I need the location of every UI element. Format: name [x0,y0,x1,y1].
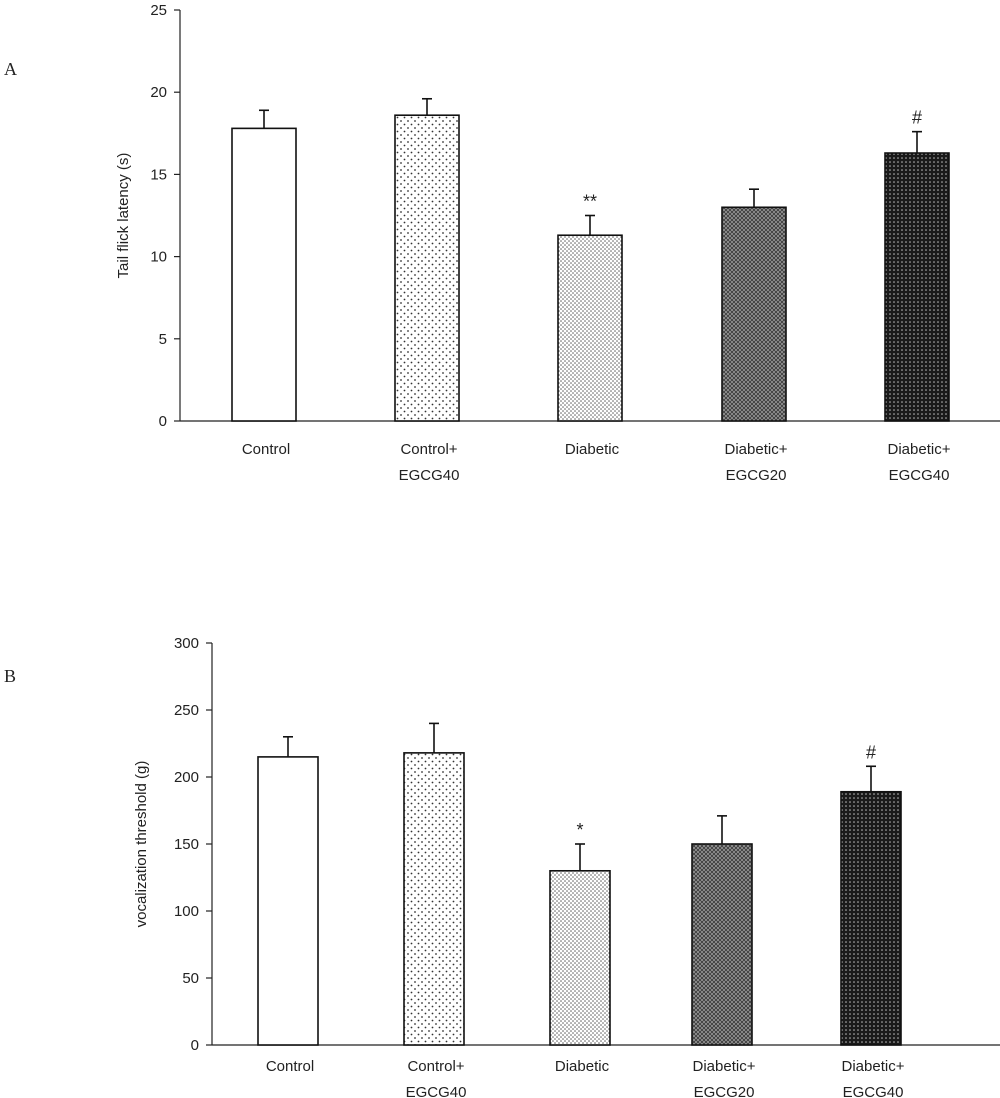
y-tick-label: 200 [174,769,199,786]
x-category-label-line: Control+ [400,441,457,458]
x-category-label-line: Diabetic+ [888,441,951,458]
bar [394,114,460,422]
bar [231,127,297,422]
bar [403,752,465,1046]
y-tick-label: 5 [159,331,167,348]
x-category-label: Diabetic+ EGCG40 [842,1058,905,1098]
x-category-label-line: EGCG20 [694,1084,755,1098]
y-tick-label: 150 [174,836,199,853]
bar [557,234,623,422]
panel-label: B [4,666,16,686]
panel-b: B 0 50 100 150 200 250 300 vocalization threshol… [4,635,1000,1098]
x-category-label: Diabetic+ EGCG20 [693,1058,756,1098]
y-tick-label: 25 [150,2,167,19]
x-category-label-line: Diabetic+ [725,441,788,458]
y-tick-label: 50 [182,970,199,987]
panel-label: A [4,59,17,79]
y-tick-label: 250 [174,702,199,719]
significance-label: ** [583,192,597,212]
significance-label: # [866,742,876,762]
x-category-label: Control [266,1058,314,1075]
x-category-label-line: Control [242,441,290,458]
bar [691,843,753,1046]
bar [721,206,787,422]
y-tick-label: 0 [191,1037,199,1054]
x-category-label-line: EGCG40 [406,1084,467,1098]
y-tick-label: 0 [159,413,167,430]
x-category-label-line: Control [266,1058,314,1075]
y-tick-label: 20 [150,84,167,101]
bar [549,869,611,1046]
x-category-label-line: EGCG40 [399,467,460,484]
y-tick-label: 300 [174,635,199,652]
x-category-label-line: EGCG20 [726,467,787,484]
x-category-label: Control+ EGCG40 [399,441,460,484]
y-tick-label: 10 [150,249,167,266]
bar [257,756,319,1046]
significance-label: * [576,820,583,840]
x-category-label-line: Diabetic+ [842,1058,905,1075]
x-category-label-line: EGCG40 [843,1084,904,1098]
panel-a: A 0 5 10 15 20 25 Tail flick latency (s) Control… [4,2,1000,484]
y-axis-title: vocalization threshold (g) [133,761,150,928]
bar [840,790,902,1046]
x-category-label-line: Control+ [407,1058,464,1075]
x-category-label: Diabetic+ EGCG20 [725,441,788,484]
y-tick-label: 15 [150,166,167,183]
x-category-label-line: Diabetic [565,441,620,458]
x-category-label: Diabetic+ EGCG40 [888,441,951,484]
x-category-label: Diabetic [565,441,620,458]
x-category-label: Control+ EGCG40 [406,1058,467,1098]
bar [884,152,950,422]
x-category-label: Control [242,441,290,458]
x-category-label-line: EGCG40 [889,467,950,484]
x-category-label-line: Diabetic+ [693,1058,756,1075]
x-category-label-line: Diabetic [555,1058,610,1075]
y-axis-title: Tail flick latency (s) [115,153,132,279]
y-tick-label: 100 [174,903,199,920]
significance-label: # [912,108,922,128]
x-category-label: Diabetic [555,1058,610,1075]
